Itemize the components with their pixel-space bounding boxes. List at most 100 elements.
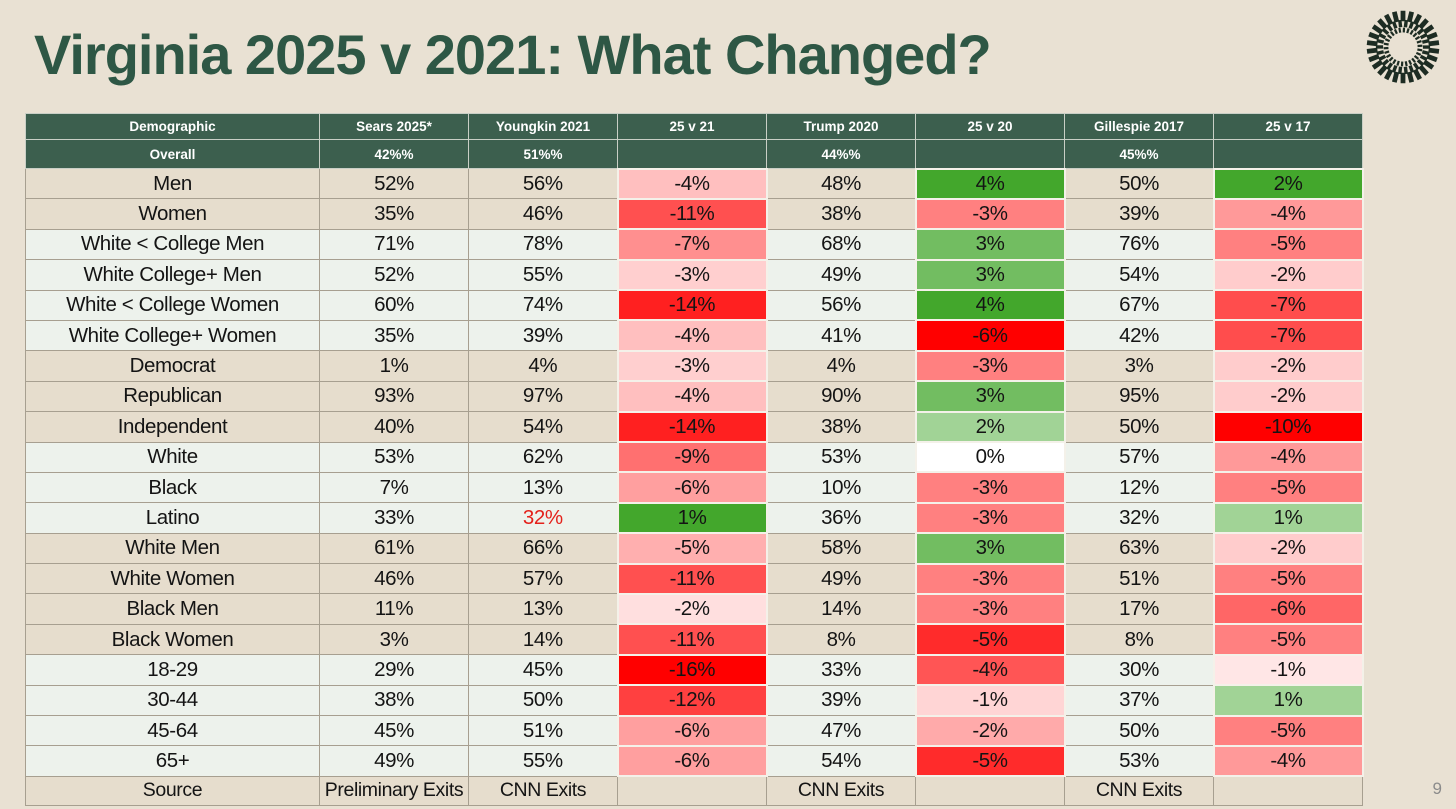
value-cell-sears: 60% bbox=[319, 289, 469, 321]
diff-cell-d20: 3% bbox=[914, 532, 1066, 565]
table-row: White Men 61% 66% -5% 58% 3% 63% -2% bbox=[25, 532, 1364, 565]
diff-cell-d17: -4% bbox=[1212, 744, 1364, 778]
diff-cell-d20: -5% bbox=[914, 744, 1066, 778]
table-header-cell: 25 v 20 bbox=[915, 113, 1065, 140]
demographic-cell: Men bbox=[25, 167, 320, 200]
value-cell-youngkin: 57% bbox=[468, 563, 618, 595]
source-value-cell bbox=[1213, 775, 1363, 806]
overall-value-cell: 44%% bbox=[766, 139, 916, 169]
diff-cell-d21: -6% bbox=[616, 744, 768, 778]
value-cell-youngkin: 46% bbox=[468, 198, 618, 230]
diff-cell-d17: -6% bbox=[1212, 592, 1364, 626]
value-cell-youngkin: 45% bbox=[468, 654, 618, 686]
diff-cell-d17: -4% bbox=[1212, 441, 1364, 474]
diff-cell-d17: -5% bbox=[1212, 623, 1364, 656]
demographic-cell: 45-64 bbox=[25, 715, 320, 747]
diff-cell-d20: -5% bbox=[914, 623, 1066, 656]
diff-cell-d17: -5% bbox=[1212, 228, 1364, 261]
diff-cell-d20: 4% bbox=[914, 167, 1066, 200]
value-cell-sears: 7% bbox=[319, 471, 469, 504]
value-cell-sears: 61% bbox=[319, 532, 469, 565]
value-cell-sears: 49% bbox=[319, 745, 469, 777]
value-cell-trump: 38% bbox=[766, 198, 916, 230]
value-cell-youngkin: 78% bbox=[468, 228, 618, 261]
value-cell-youngkin: 54% bbox=[468, 411, 618, 443]
diff-cell-d17: -5% bbox=[1212, 562, 1364, 595]
table-row: 18-29 29% 45% -16% 33% -4% 30% -1% bbox=[25, 653, 1364, 687]
value-cell-youngkin: 13% bbox=[468, 471, 618, 504]
diff-cell-d21: -11% bbox=[616, 623, 768, 656]
demographic-cell: 65+ bbox=[25, 745, 320, 777]
diff-cell-d20: -3% bbox=[914, 592, 1066, 626]
source-value-cell: CNN Exits bbox=[1064, 775, 1214, 806]
value-cell-sears: 93% bbox=[319, 380, 469, 413]
virginia-results-table: Demographic Sears 2025* Youngkin 2021 25 v … bbox=[25, 113, 1364, 806]
value-cell-sears: 45% bbox=[319, 715, 469, 747]
diff-cell-d21: 1% bbox=[616, 501, 768, 535]
value-cell-youngkin: 51% bbox=[468, 715, 618, 747]
value-cell-gillespie: 67% bbox=[1064, 289, 1214, 321]
table-row: Black Women 3% 14% -11% 8% -5% 8% -5% bbox=[25, 623, 1364, 656]
value-cell-gillespie: 42% bbox=[1064, 319, 1214, 352]
demographic-cell: Independent bbox=[25, 411, 320, 443]
value-cell-gillespie: 57% bbox=[1064, 441, 1214, 473]
value-cell-youngkin: 62% bbox=[468, 441, 618, 473]
table-row: White College+ Women 35% 39% -4% 41% -6% 42% -7… bbox=[25, 319, 1364, 352]
table-row: White < College Men 71% 78% -7% 68% 3% 76% -5% bbox=[25, 228, 1364, 261]
diff-cell-d20: 0% bbox=[914, 441, 1066, 474]
table-row: Black 7% 13% -6% 10% -3% 12% -5% bbox=[25, 471, 1364, 504]
dotted-sunburst-logo-icon bbox=[1366, 10, 1440, 84]
table-row: 45-64 45% 51% -6% 47% -2% 50% -5% bbox=[25, 714, 1364, 747]
value-cell-gillespie: 17% bbox=[1064, 593, 1214, 625]
value-cell-sears: 3% bbox=[319, 623, 469, 656]
diff-cell-d21: -4% bbox=[616, 380, 768, 413]
diff-cell-d21: -16% bbox=[616, 653, 768, 687]
diff-cell-d17: -7% bbox=[1212, 319, 1364, 352]
source-value-cell: Preliminary Exits bbox=[319, 775, 469, 806]
table-row: White College+ Men 52% 55% -3% 49% 3% 54% -2% bbox=[25, 258, 1364, 292]
diff-cell-d21: -11% bbox=[616, 562, 768, 595]
diff-cell-d20: -3% bbox=[914, 471, 1066, 504]
table-row: Men 52% 56% -4% 48% 4% 50% 2% bbox=[25, 167, 1364, 200]
value-cell-youngkin: 74% bbox=[468, 289, 618, 321]
value-cell-trump: 68% bbox=[766, 228, 916, 261]
table-header-cell: Sears 2025* bbox=[319, 113, 469, 140]
value-cell-trump: 33% bbox=[766, 654, 916, 686]
source-value-cell bbox=[617, 775, 767, 806]
demographic-cell: White < College Men bbox=[25, 228, 320, 261]
value-cell-gillespie: 50% bbox=[1064, 411, 1214, 443]
table-row: Democrat 1% 4% -3% 4% -3% 3% -2% bbox=[25, 349, 1364, 383]
table-row: Independent 40% 54% -14% 38% 2% 50% -10% bbox=[25, 410, 1364, 444]
diff-cell-d21: -6% bbox=[616, 714, 768, 747]
value-cell-gillespie: 95% bbox=[1064, 380, 1214, 413]
value-cell-youngkin: 14% bbox=[468, 623, 618, 656]
overall-value-cell: 45%% bbox=[1064, 139, 1214, 169]
value-cell-sears: 52% bbox=[319, 259, 469, 291]
demographic-cell: White bbox=[25, 441, 320, 473]
value-cell-trump: 58% bbox=[766, 532, 916, 565]
value-cell-gillespie: 32% bbox=[1064, 502, 1214, 534]
value-cell-sears: 33% bbox=[319, 502, 469, 534]
demographic-cell: Democrat bbox=[25, 350, 320, 382]
source-label-cell: Source bbox=[25, 775, 320, 806]
table-header-cell: Trump 2020 bbox=[766, 113, 916, 140]
diff-cell-d21: -6% bbox=[616, 471, 768, 504]
diff-cell-d21: -9% bbox=[616, 441, 768, 474]
diff-cell-d20: -3% bbox=[914, 562, 1066, 595]
diff-cell-d20: -1% bbox=[914, 684, 1066, 717]
value-cell-gillespie: 50% bbox=[1064, 167, 1214, 200]
value-cell-youngkin: 50% bbox=[468, 684, 618, 717]
demographic-cell: White College+ Women bbox=[25, 319, 320, 352]
value-cell-trump: 41% bbox=[766, 319, 916, 352]
diff-cell-d20: 4% bbox=[914, 289, 1066, 322]
value-cell-gillespie: 8% bbox=[1064, 623, 1214, 656]
value-cell-trump: 4% bbox=[766, 350, 916, 382]
value-cell-trump: 49% bbox=[766, 259, 916, 291]
diff-cell-d20: 3% bbox=[914, 228, 1066, 261]
table-row: Republican 93% 97% -4% 90% 3% 95% -2% bbox=[25, 380, 1364, 413]
demographic-cell: White < College Women bbox=[25, 289, 320, 321]
value-cell-sears: 46% bbox=[319, 563, 469, 595]
table-row: Latino 33% 32% 1% 36% -3% 32% 1% bbox=[25, 501, 1364, 535]
diff-cell-d17: -5% bbox=[1212, 471, 1364, 504]
